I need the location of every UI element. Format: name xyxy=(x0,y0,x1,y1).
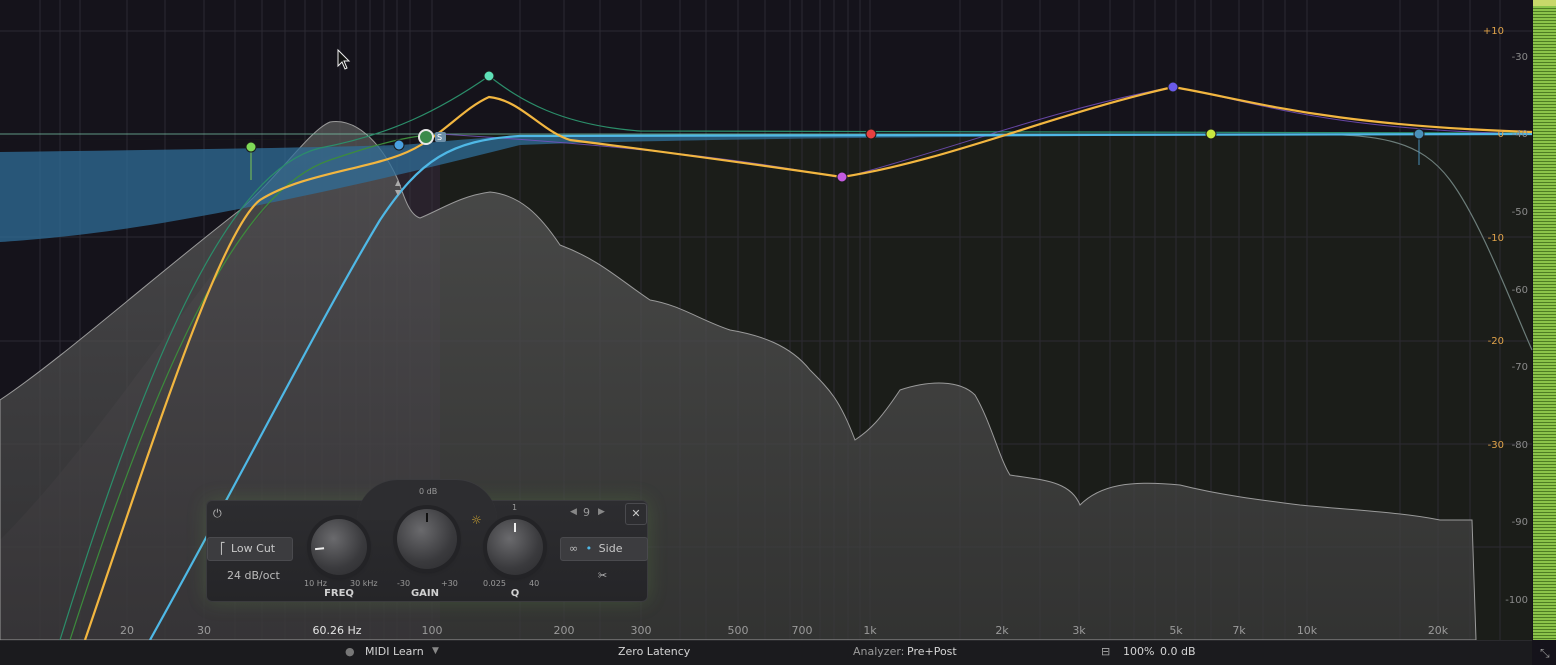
frequency-scale: 20 30 100 200 300 500 700 1k 2k 3k 5k 7k… xyxy=(120,624,1449,637)
q-knob-label: Q xyxy=(510,588,520,599)
zoom-level[interactable]: 100% xyxy=(1123,645,1155,658)
band-node-selected[interactable] xyxy=(418,129,434,145)
band-node-1[interactable] xyxy=(245,141,257,153)
bottom-bar: ● MIDI Learn ▼ Zero Latency Analyzer: Pr… xyxy=(0,640,1532,665)
output-level-meter-peak xyxy=(1533,0,1556,6)
scissors-icon[interactable]: ✂ xyxy=(598,569,608,582)
band-node-5[interactable] xyxy=(865,128,877,140)
freq-label: 5k xyxy=(1169,624,1183,637)
freq-max-label: 30 kHz xyxy=(350,579,378,588)
gain-scale-label: -10 xyxy=(1488,233,1504,244)
gain-center-label: 0 dB xyxy=(419,487,438,496)
gain-knob-indicator xyxy=(426,513,428,522)
freq-label: 700 xyxy=(792,624,813,637)
gain-scale-label: +10 xyxy=(1483,26,1504,37)
close-button[interactable]: ✕ xyxy=(625,503,647,525)
stereo-link-icon: ∞ xyxy=(569,542,579,555)
freq-label: 20k xyxy=(1428,624,1449,637)
q-center-label: 1 xyxy=(512,503,518,512)
db-scale-label: -90 xyxy=(1512,517,1528,528)
q-knob[interactable] xyxy=(487,519,543,575)
freq-label: 20 xyxy=(120,624,134,637)
resize-icon[interactable]: ⤡ xyxy=(1540,646,1550,660)
freq-label: 300 xyxy=(631,624,652,637)
freq-min-label: 10 Hz xyxy=(304,579,327,588)
output-level-meter xyxy=(1533,0,1556,640)
band-number: 9 xyxy=(583,506,590,519)
midi-learn-dot-icon[interactable]: ● xyxy=(345,645,355,658)
triangle-right-icon[interactable]: ▶ xyxy=(598,507,605,517)
band-node-2[interactable] xyxy=(393,139,405,151)
band-node-4[interactable] xyxy=(836,171,848,183)
gain-knob-label: GAIN xyxy=(410,588,440,599)
db-scale-label: -100 xyxy=(1505,595,1528,606)
db-scale-label: -30 xyxy=(1512,52,1528,63)
svg-text:S: S xyxy=(437,133,442,142)
close-icon: ✕ xyxy=(631,507,641,520)
gain-knob[interactable] xyxy=(397,509,457,569)
arrow-cursor-icon xyxy=(337,48,351,70)
freq-knob-label: FREQ xyxy=(324,588,354,599)
gain-scale: +10 0 -10 -20 -30 xyxy=(1483,26,1504,451)
q-max-label: 40 xyxy=(529,579,540,588)
gain-scale-label: -30 xyxy=(1488,440,1504,451)
scale-icon[interactable]: ⊟ xyxy=(1101,645,1111,658)
freq-knob[interactable] xyxy=(311,519,367,575)
filter-shape-button[interactable]: ⎡ Low Cut xyxy=(207,537,293,561)
freq-label: 30 xyxy=(197,624,211,637)
freq-label: 100 xyxy=(422,624,443,637)
freq-knob-indicator xyxy=(315,547,325,551)
freq-label: 200 xyxy=(554,624,575,637)
band-node-3[interactable] xyxy=(483,70,495,82)
slope-selector[interactable]: 24 dB/oct xyxy=(227,569,280,582)
analyzer-mode-selector[interactable]: Pre+Post xyxy=(907,645,957,658)
freq-label: 500 xyxy=(728,624,749,637)
gain-min-label: -30 xyxy=(397,579,411,588)
freq-label: 1k xyxy=(863,624,877,637)
band-node-6[interactable] xyxy=(1167,81,1179,93)
gain-max-label: +30 xyxy=(441,579,458,588)
triangle-left-icon[interactable]: ◀ xyxy=(570,507,577,517)
stereo-mode-label: Side xyxy=(598,542,623,555)
low-cut-shape-icon: ⎡ xyxy=(220,542,226,555)
output-gain[interactable]: 0.0 dB xyxy=(1160,645,1196,658)
power-icon[interactable]: ⏻ xyxy=(213,507,222,520)
stereo-mode-button[interactable]: ∞ • Side xyxy=(560,537,648,561)
band-node-8[interactable] xyxy=(1413,128,1425,140)
db-scale-label: -70 xyxy=(1512,362,1528,373)
chevron-down-icon[interactable]: ▼ xyxy=(432,646,439,656)
analyzer-db-scale: -30 -40 -50 -60 -70 -80 -90 -100 xyxy=(1505,52,1528,606)
analyzer-label: Analyzer: xyxy=(853,645,905,658)
stereo-mode-dot-icon: • xyxy=(585,542,593,555)
gain-scale-label: 0 xyxy=(1498,129,1504,140)
filter-shape-label: Low Cut xyxy=(231,542,276,555)
freq-label: 7k xyxy=(1232,624,1246,637)
db-scale-label: -40 xyxy=(1512,129,1528,140)
freq-label: 3k xyxy=(1072,624,1086,637)
db-scale-label: -80 xyxy=(1512,440,1528,451)
db-scale-label: -60 xyxy=(1512,285,1528,296)
midi-learn-button[interactable]: MIDI Learn xyxy=(365,645,424,658)
db-scale-label: -50 xyxy=(1512,207,1528,218)
freq-label: 2k xyxy=(995,624,1009,637)
q-knob-indicator xyxy=(514,523,516,532)
gain-scale-label: -20 xyxy=(1488,336,1504,347)
frequency-readout: 60.26 Hz xyxy=(312,624,361,637)
freq-label: 10k xyxy=(1297,624,1318,637)
q-min-label: 0.025 xyxy=(483,579,506,588)
gain-scale-icon[interactable]: ☼ xyxy=(471,513,482,527)
latency-selector[interactable]: Zero Latency xyxy=(618,645,691,658)
band-control-panel: ⏻ ⎡ Low Cut 24 dB/oct 10 Hz 30 kHz FREQ … xyxy=(206,479,648,602)
band-node-7[interactable] xyxy=(1205,128,1217,140)
